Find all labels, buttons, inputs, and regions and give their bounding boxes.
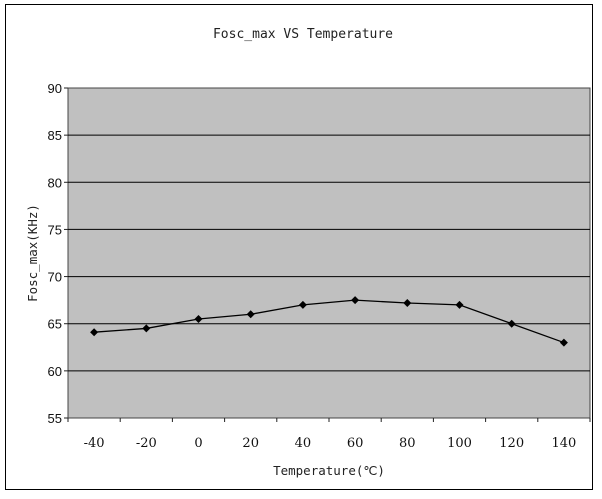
data-point (403, 298, 412, 307)
y-tick-label: 60 (48, 364, 62, 379)
x-tick-label: 0 (194, 436, 202, 451)
x-tick-label: 60 (347, 436, 364, 451)
y-tick-label: 85 (48, 128, 62, 143)
chart-title: Fosc_max VS Temperature (213, 27, 393, 42)
x-axis-label: Temperature(℃) (273, 463, 385, 478)
x-tick-label: 100 (447, 436, 472, 451)
x-tick-label: -40 (84, 436, 105, 451)
data-point (351, 296, 360, 305)
data-markers (90, 296, 568, 347)
x-tick-label: 80 (399, 436, 416, 451)
y-tick-label: 55 (48, 411, 62, 426)
x-tick-label: 20 (242, 436, 259, 451)
y-tick-label: 65 (48, 317, 62, 332)
y-axis-label: Fosc_max(KHz) (25, 204, 40, 302)
x-axis-ticks: -40 -20 0 20 40 60 80 100 120 140 (67, 418, 591, 451)
x-tick-label: 120 (499, 436, 524, 451)
data-point (246, 310, 255, 319)
series-line (94, 299, 565, 344)
data-point (507, 319, 516, 328)
x-tick-label: 40 (295, 436, 312, 451)
y-tick-label: 70 (48, 270, 62, 285)
series-line-group (94, 299, 565, 344)
data-point (559, 338, 568, 347)
x-tick-label: 140 (551, 436, 576, 451)
plot-area (67, 87, 591, 419)
y-tick-label: 75 (48, 222, 62, 237)
gridlines (68, 134, 590, 372)
y-tick-label: 80 (48, 175, 62, 190)
y-tick-label: 90 (48, 81, 62, 96)
data-point (455, 300, 464, 309)
data-point (90, 328, 99, 337)
y-axis-ticks: 55 60 65 70 75 80 85 90 (48, 81, 68, 426)
data-point (142, 324, 151, 333)
data-point (194, 315, 203, 323)
data-point (298, 300, 307, 309)
x-tick-label: -20 (136, 436, 157, 451)
